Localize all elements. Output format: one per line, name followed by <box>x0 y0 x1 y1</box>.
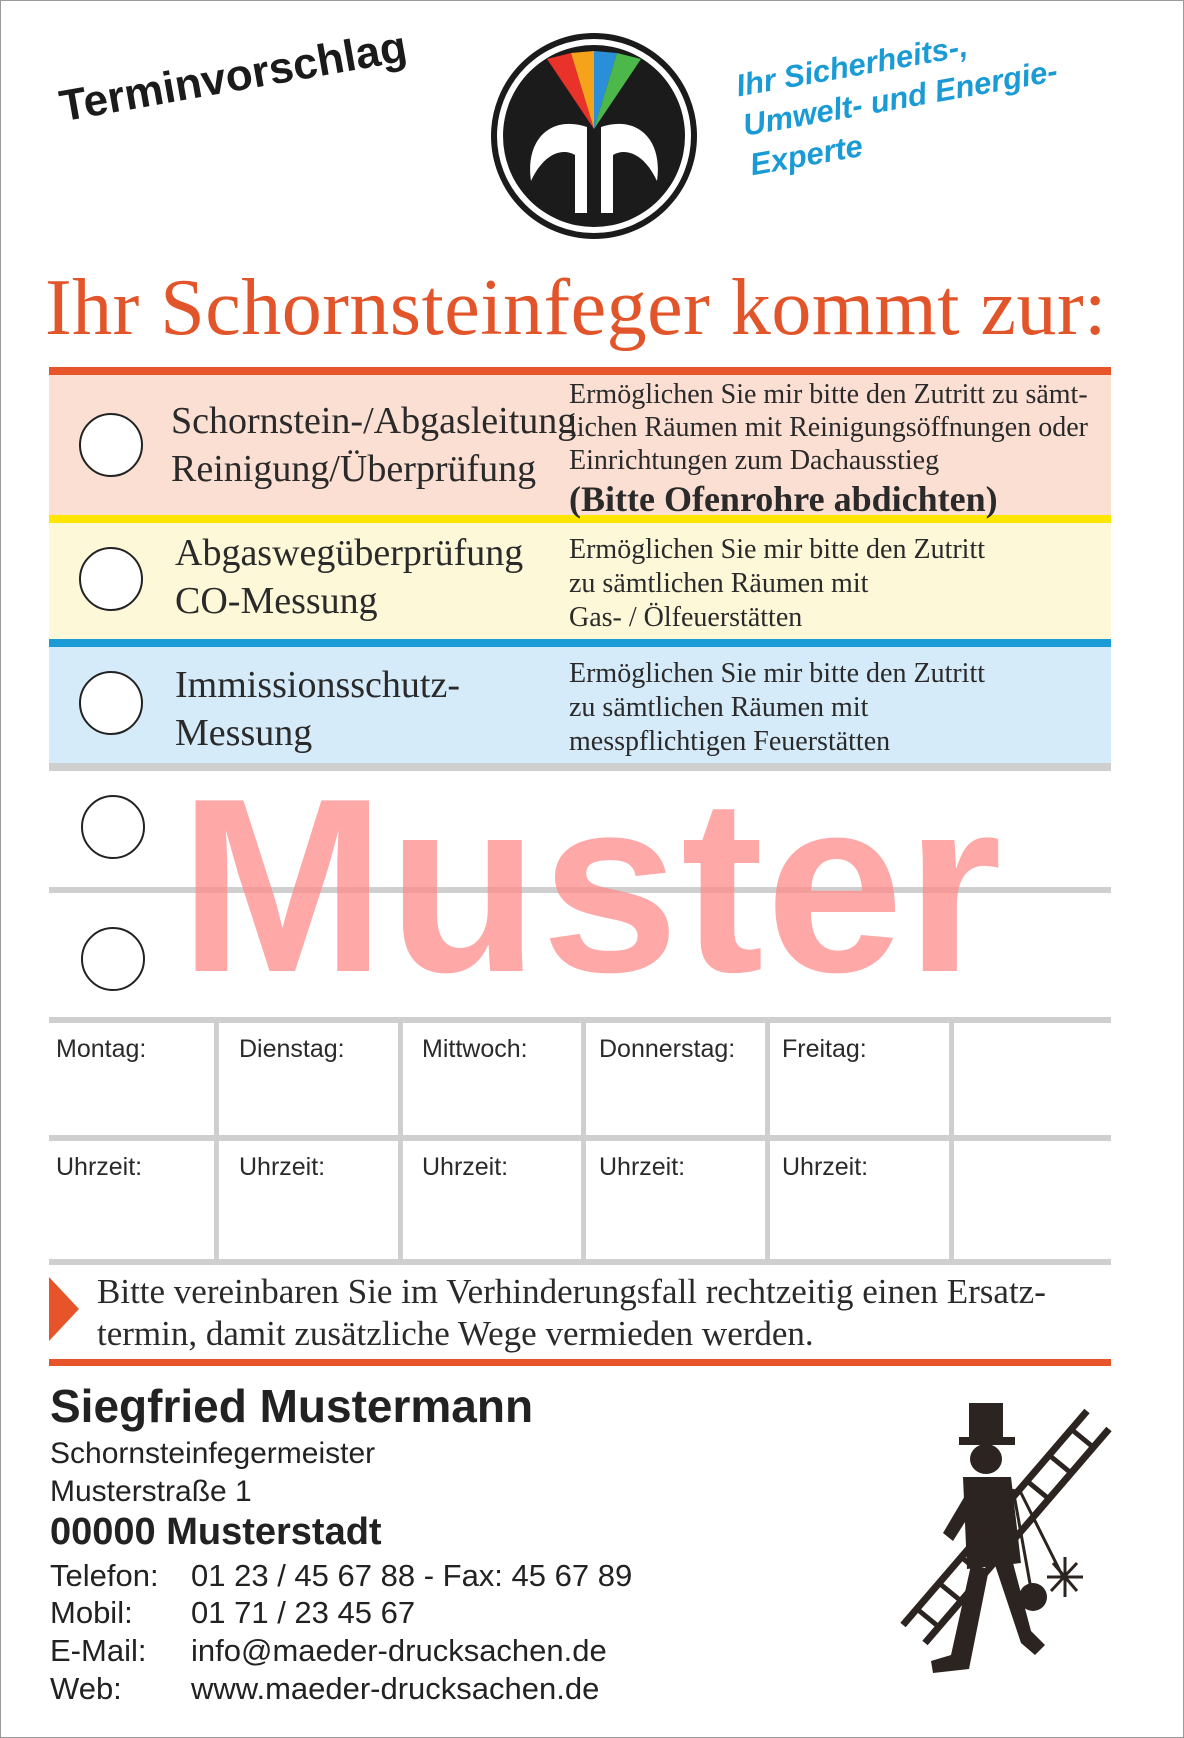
service-checkbox-3[interactable] <box>79 671 143 735</box>
notice-text: Bitte vereinbaren Sie im Verhinderungsfa… <box>97 1271 1046 1355</box>
service-title-line: Reinigung/Überprüfung <box>171 448 537 490</box>
blank-checkbox-2[interactable] <box>81 927 145 991</box>
phone-label: Telefon: <box>50 1558 159 1593</box>
tagline: Ihr Sicherheits-, Umwelt- und Energie- E… <box>733 12 1068 186</box>
sample-watermark: Muster <box>179 746 1005 1024</box>
schedule-column-divider <box>581 1023 586 1259</box>
contact-name: Siegfried Mustermann <box>50 1380 534 1432</box>
schedule-line <box>49 1017 1111 1023</box>
day-label-friday: Freitag: <box>782 1035 867 1063</box>
service-title-line: Immissionsschutz- <box>175 664 460 706</box>
service-checkbox-2[interactable] <box>79 547 143 611</box>
contact-street: Musterstraße 1 <box>50 1475 252 1508</box>
headline: Ihr Schornsteinfeger kommt zur: <box>45 264 1107 352</box>
schedule-column-divider <box>765 1023 770 1259</box>
web-link[interactable]: www.maeder-drucksachen.de <box>191 1671 600 1706</box>
notice-line: Bitte vereinbaren Sie im Verhinderungsfa… <box>97 1272 1046 1311</box>
time-label: Uhrzeit: <box>599 1153 686 1181</box>
schedule-line <box>49 1259 1111 1265</box>
service-title-line: Abgaswegüberprüfung <box>175 532 524 574</box>
time-label: Uhrzeit: <box>422 1153 509 1181</box>
footer-divider <box>49 1359 1111 1366</box>
service-row-chimney-cleaning <box>49 375 1111 515</box>
service-row-flue-check <box>49 523 1111 639</box>
chimney-sweep-guild-logo-icon <box>491 33 697 239</box>
contact-title: Schornsteinfegermeister <box>50 1437 376 1470</box>
service-description-line: zu sämtlichen Räumen mit <box>569 568 869 599</box>
email-link[interactable]: info@maeder-drucksachen.de <box>191 1633 607 1668</box>
mobile-value: 01 71 / 23 45 67 <box>191 1595 416 1630</box>
schedule-column-divider <box>214 1023 219 1259</box>
service-description-line: Ermöglichen Sie mir bitte den Zutritt <box>569 658 986 689</box>
schedule-column-divider <box>949 1023 954 1259</box>
day-label-wednesday: Mittwoch: <box>422 1035 528 1063</box>
service-description-line: messpflichtigen Feuerstätten <box>569 726 891 757</box>
service-checkbox-1[interactable] <box>79 413 143 477</box>
service-title: Abgaswegüberprüfung CO-Messung <box>175 529 523 625</box>
schedule-line <box>49 1135 1111 1141</box>
service-title-line: Messung <box>175 712 313 754</box>
time-label: Uhrzeit: <box>56 1153 143 1181</box>
mobile-label: Mobil: <box>50 1595 133 1630</box>
service-title-line: CO-Messung <box>175 580 378 622</box>
card-label: Terminvorschlag <box>56 21 411 132</box>
service-title-line: Schornstein-/Abgasleitung <box>171 400 577 442</box>
day-label-monday: Montag: <box>56 1035 147 1063</box>
service-description-line: Gas- / Ölfeuerstätten <box>569 602 803 633</box>
service-description: Ermöglichen Sie mir bitte den Zutritt zu… <box>569 533 985 635</box>
service-description-line: Ermöglichen Sie mir bitte den Zutritt <box>569 534 986 565</box>
service-divider <box>49 515 1111 523</box>
service-divider <box>49 763 1111 771</box>
time-label: Uhrzeit: <box>782 1153 869 1181</box>
phone-value: 01 23 / 45 67 88 - Fax: 45 67 89 <box>191 1558 633 1593</box>
service-description-line: lichen Räumen mit Reinigungsöffnungen od… <box>569 412 1088 443</box>
blank-row-divider <box>49 887 1111 893</box>
schedule-column-divider <box>398 1023 403 1259</box>
service-row-emission-measurement <box>49 647 1111 763</box>
service-note: (Bitte Ofenrohre abdichten) <box>569 479 998 519</box>
blank-checkbox-1[interactable] <box>81 795 145 859</box>
arrow-right-icon <box>49 1277 79 1341</box>
service-divider <box>49 367 1111 375</box>
service-description-line: Ermöglichen Sie mir bitte den Zutritt zu… <box>569 379 1088 410</box>
time-label: Uhrzeit: <box>239 1153 326 1181</box>
day-label-thursday: Donnerstag: <box>599 1035 736 1063</box>
day-label-tuesday: Dienstag: <box>239 1035 345 1063</box>
web-label: Web: <box>50 1671 122 1706</box>
contact-city: 00000 Musterstadt <box>50 1511 382 1553</box>
chimney-sweep-figure-icon <box>900 1403 1112 1673</box>
service-description: Ermöglichen Sie mir bitte den Zutritt zu… <box>569 378 1088 521</box>
email-label: E-Mail: <box>50 1633 147 1668</box>
service-description-line: Einrichtungen zum Dachausstieg <box>569 445 940 476</box>
service-description-line: zu sämtlichen Räumen mit <box>569 692 869 723</box>
notice-line: termin, damit zusätzliche Wege vermieden… <box>97 1314 814 1353</box>
service-description: Ermöglichen Sie mir bitte den Zutritt zu… <box>569 657 985 759</box>
service-divider <box>49 639 1111 647</box>
service-title: Schornstein-/Abgasleitung Reinigung/Über… <box>171 397 576 493</box>
service-title: Immissionsschutz- Messung <box>175 661 460 757</box>
